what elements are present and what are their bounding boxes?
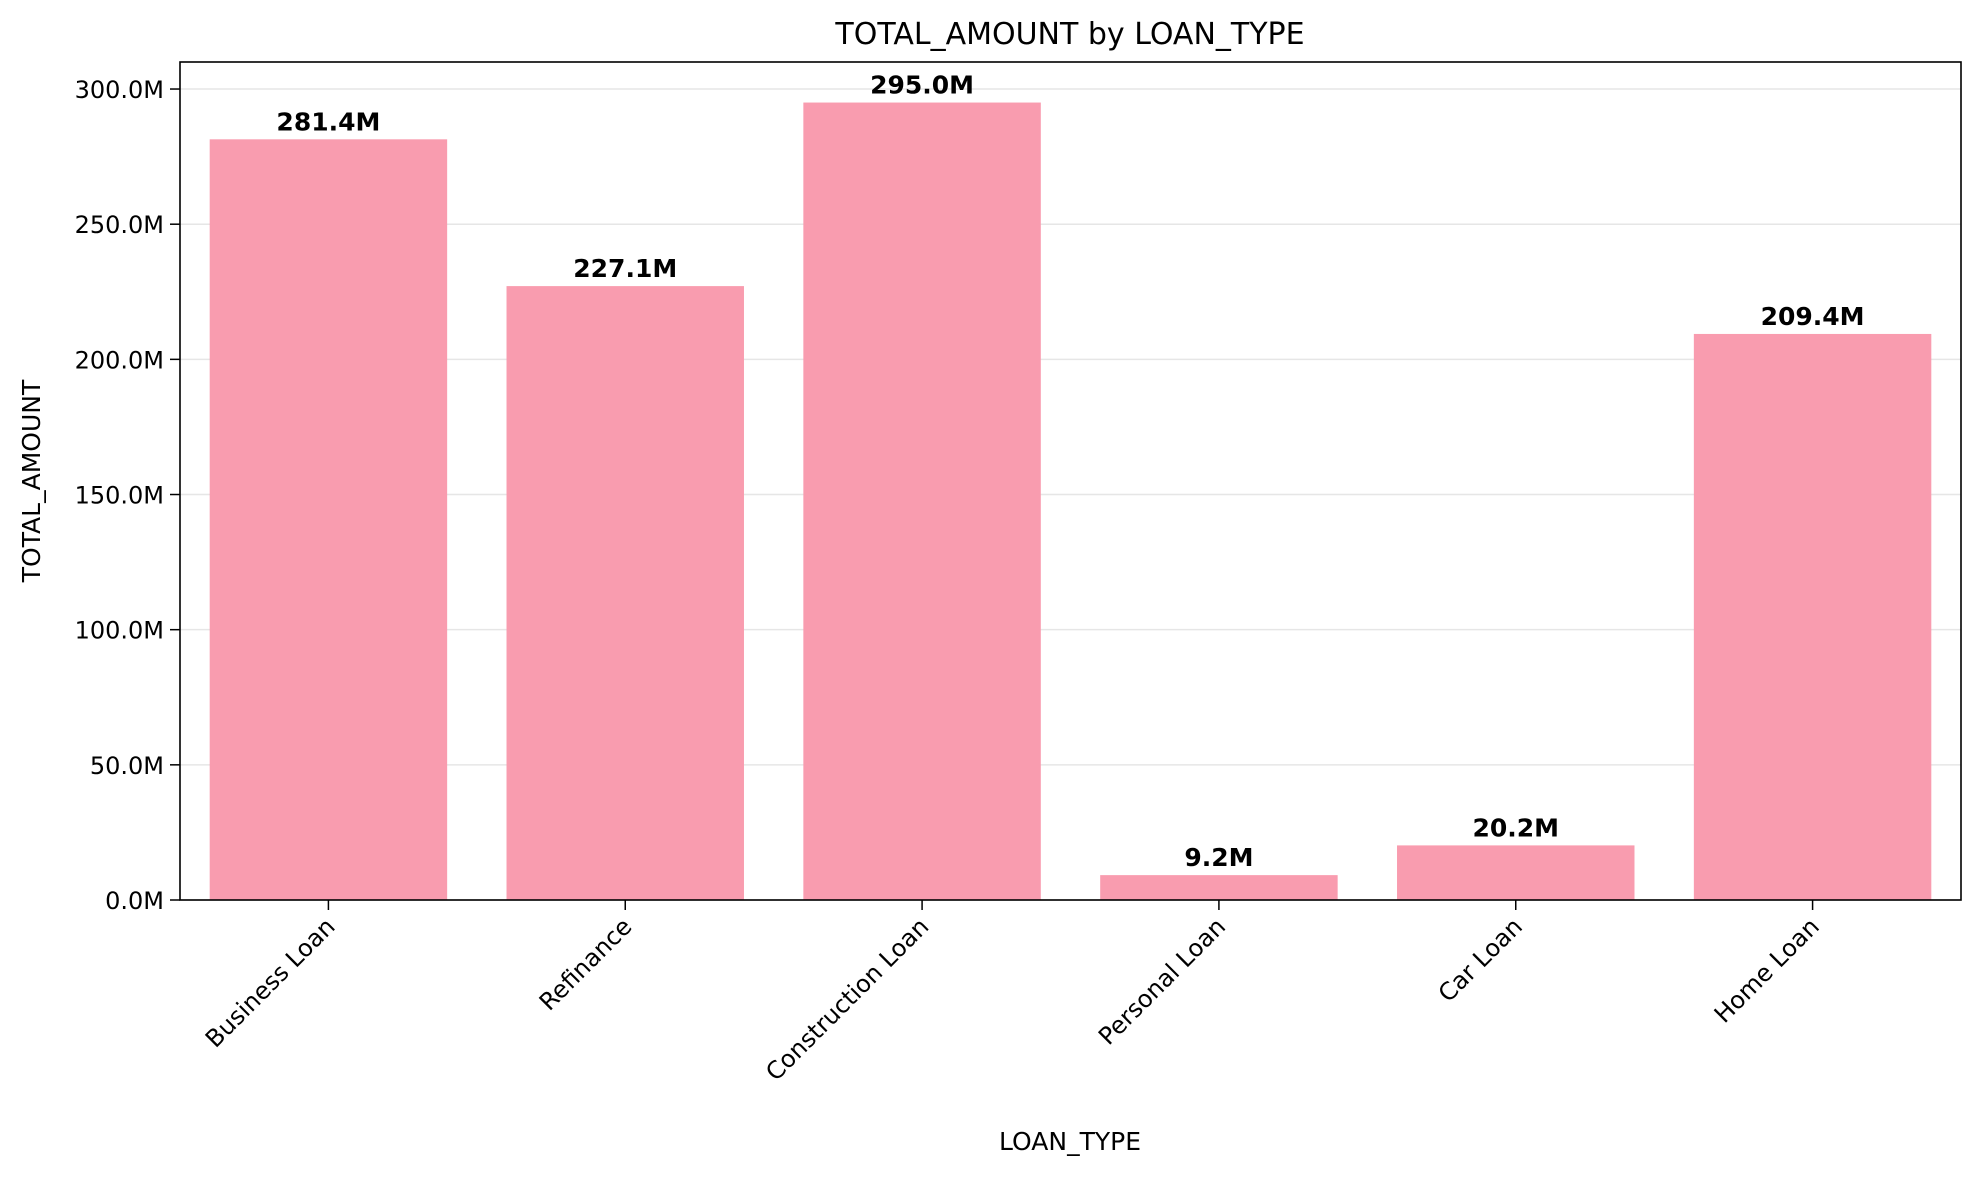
plot-frame (179, 61, 1962, 901)
data-label: 295.0M (870, 71, 974, 100)
y-tick-label: 200.0M (75, 346, 164, 374)
y-tick-label: 50.0M (90, 752, 164, 780)
x-tick-label: Refinance (534, 912, 638, 1016)
data-labels: 281.4M 227.1M 295.0M 9.2M 20.2M 209.4M (276, 71, 1864, 873)
y-tick-label: 300.0M (75, 76, 164, 104)
y-tick-label: 150.0M (75, 482, 164, 510)
data-label: 209.4M (1761, 302, 1865, 331)
y-tick-label: 250.0M (75, 211, 164, 239)
y-tick-label: 0.0M (105, 887, 164, 915)
y-axis: 0.0M 50.0M 100.0M 150.0M 200.0M 250.0M 300.0M (75, 76, 180, 915)
x-tick-label: Business Loan (200, 912, 341, 1053)
data-label: 281.4M (276, 107, 380, 136)
bar (1693, 333, 1932, 900)
bar (209, 139, 448, 900)
x-tick-label: Construction Loan (760, 912, 934, 1086)
bar (506, 286, 744, 900)
bar (1100, 875, 1338, 900)
y-axis-label: TOTAL_AMOUNT (17, 379, 46, 583)
chart-title: TOTAL_AMOUNT by LOAN_TYPE (834, 17, 1304, 52)
x-tick-label: Car Loan (1433, 912, 1528, 1007)
data-label: 227.1M (573, 254, 677, 283)
data-label: 9.2M (1184, 843, 1253, 872)
data-label: 20.2M (1472, 813, 1559, 842)
grid-lines (180, 88, 1961, 901)
bar (803, 102, 1041, 900)
x-tick-label: Home Loan (1709, 912, 1825, 1028)
bars (209, 102, 1932, 900)
x-tick-label: Personal Loan (1093, 912, 1231, 1050)
y-tick-label: 100.0M (75, 617, 164, 645)
x-axis-label: LOAN_TYPE (999, 1127, 1141, 1156)
bar (1397, 845, 1635, 900)
x-axis: Business Loan Refinance Construction Loan P… (200, 900, 1825, 1086)
